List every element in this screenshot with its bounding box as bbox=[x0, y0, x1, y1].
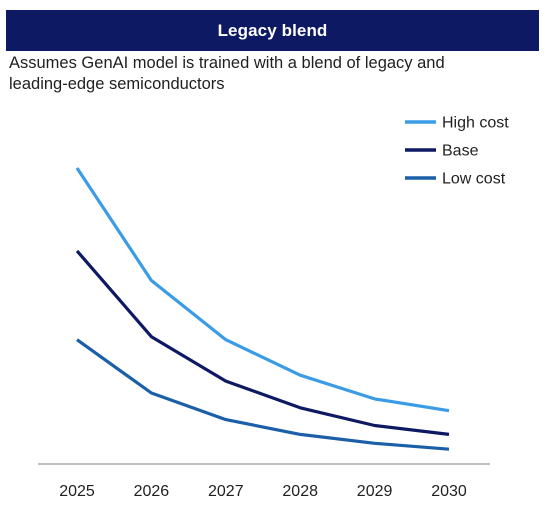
legend-label: Low cost bbox=[442, 171, 506, 188]
series-line-base bbox=[75, 249, 450, 436]
legend-label: Base bbox=[442, 143, 479, 160]
series-line-high-cost bbox=[75, 167, 450, 413]
x-tick-labels: 2025 2026 2027 2028 2029 2030 bbox=[59, 483, 467, 500]
x-tick-label: 2030 bbox=[431, 483, 467, 500]
x-tick-label: 2025 bbox=[59, 483, 95, 500]
legend: High cost Base Low cost bbox=[405, 115, 509, 188]
series-line-low-cost bbox=[76, 338, 450, 451]
x-tick-label: 2026 bbox=[134, 483, 170, 500]
chart-title: Legacy blend bbox=[217, 20, 328, 40]
x-tick-label: 2027 bbox=[208, 483, 244, 500]
x-tick-label: 2029 bbox=[357, 483, 393, 500]
title-banner: Legacy blend bbox=[6, 10, 539, 51]
x-tick-label: 2028 bbox=[282, 483, 318, 500]
series-lines bbox=[75, 167, 450, 451]
legend-label: High cost bbox=[442, 115, 509, 132]
chart-subtitle: Assumes GenAI model is trained with a bl… bbox=[9, 54, 445, 93]
